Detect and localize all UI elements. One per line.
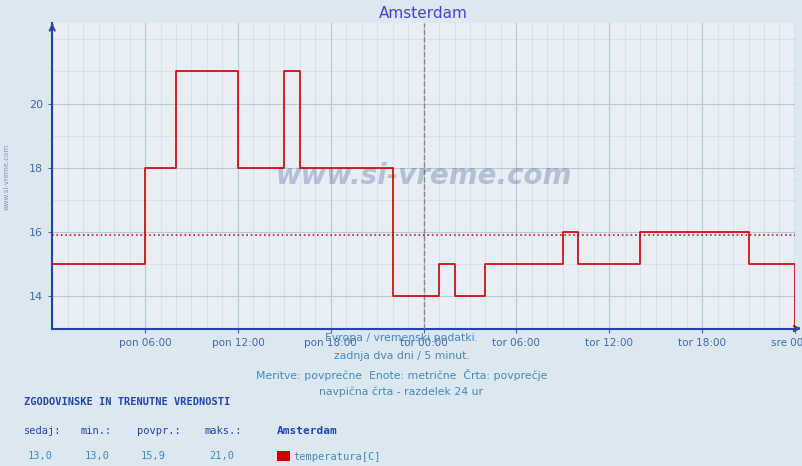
Text: Evropa / vremenski podatki.: Evropa / vremenski podatki.: [325, 333, 477, 343]
Text: sedaj:: sedaj:: [24, 426, 62, 436]
Text: ZGODOVINSKE IN TRENUTNE VREDNOSTI: ZGODOVINSKE IN TRENUTNE VREDNOSTI: [24, 397, 230, 407]
Text: Meritve: povprečne  Enote: metrične  Črta: povprečje: Meritve: povprečne Enote: metrične Črta:…: [256, 369, 546, 381]
Text: www.si-vreme.com: www.si-vreme.com: [3, 144, 10, 210]
Text: 13,0: 13,0: [28, 451, 53, 460]
Text: povpr.:: povpr.:: [136, 426, 180, 436]
Text: 21,0: 21,0: [209, 451, 233, 460]
Text: min.:: min.:: [80, 426, 111, 436]
Text: Amsterdam: Amsterdam: [277, 426, 338, 436]
Text: navpična črta - razdelek 24 ur: navpična črta - razdelek 24 ur: [319, 386, 483, 397]
Text: zadnja dva dni / 5 minut.: zadnja dva dni / 5 minut.: [333, 351, 469, 361]
Text: 13,0: 13,0: [84, 451, 109, 460]
Title: Amsterdam: Amsterdam: [379, 6, 468, 21]
Text: www.si-vreme.com: www.si-vreme.com: [275, 162, 571, 190]
Text: maks.:: maks.:: [205, 426, 242, 436]
Text: 15,9: 15,9: [140, 451, 165, 460]
Text: temperatura[C]: temperatura[C]: [293, 452, 380, 462]
